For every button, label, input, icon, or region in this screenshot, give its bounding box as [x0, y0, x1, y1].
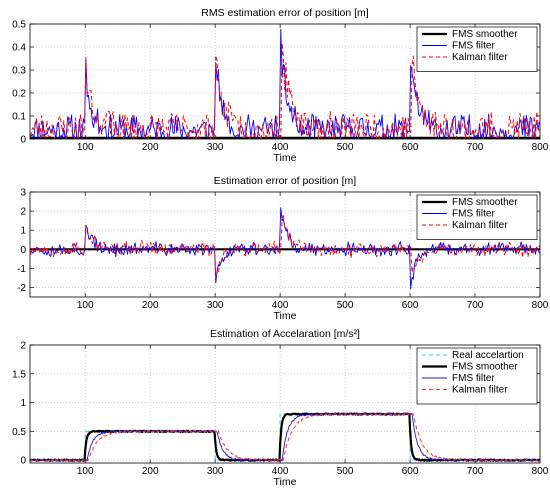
- y-tick-label: 0.1: [12, 112, 26, 123]
- x-tick-label: 200: [142, 142, 159, 153]
- plot-frame: [29, 344, 541, 464]
- y-tick-label: 2: [20, 207, 26, 218]
- chart-1: 100 200 300 400 500 600 700 800 0 0.1 0.2 0.3 0.4 0.5…: [12, 7, 549, 164]
- y-tick-label: 0: [20, 245, 26, 256]
- legend-label: Kalman filter: [452, 385, 508, 396]
- x-tick-label: 700: [467, 142, 484, 153]
- x-tick-label: 800: [532, 142, 549, 153]
- y-tick-label: 1: [20, 398, 26, 409]
- x-tick-label: 400: [272, 300, 289, 311]
- y-tick-label: 1: [20, 226, 26, 237]
- x-axis-label: Time: [274, 152, 297, 164]
- x-tick-label: 300: [207, 300, 224, 311]
- legend-label: FMS smoother: [452, 197, 518, 208]
- x-tick-label: 100: [77, 142, 94, 153]
- y-tick-label: -1: [17, 264, 26, 275]
- x-tick-label: 700: [467, 300, 484, 311]
- x-tick-label: 800: [532, 466, 549, 477]
- chart-3: 100 200 300 400 500 600 700 800 0 0.5 1 1.5 2 Estimat…: [12, 328, 549, 488]
- legend-label: FMS filter: [452, 41, 495, 52]
- series-line-kalman-filter: [30, 42, 540, 139]
- y-tick-label: 1.5: [12, 369, 26, 380]
- series-line-fms-filter: [30, 28, 540, 139]
- x-tick-label: 600: [402, 142, 419, 153]
- y-tick-label: 0.4: [12, 43, 26, 54]
- legend-label: FMS smoother: [452, 362, 518, 373]
- chart-title: RMS estimation error of position [m]: [201, 7, 369, 19]
- x-tick-label: 500: [337, 466, 354, 477]
- x-tick-label: 600: [402, 466, 419, 477]
- legend-label: Real accelartion: [452, 350, 524, 361]
- x-tick-label: 100: [77, 300, 94, 311]
- x-tick-label: 200: [142, 466, 159, 477]
- x-axis-label: Time: [274, 310, 297, 322]
- y-tick-label: 0.2: [12, 89, 26, 100]
- y-tick-label: 0.5: [12, 427, 26, 438]
- legend-label: FMS smoother: [452, 29, 518, 40]
- legend-label: Kalman filter: [452, 52, 508, 63]
- x-axis-label: Time: [274, 476, 297, 488]
- x-tick-label: 300: [207, 466, 224, 477]
- x-tick-label: 200: [142, 300, 159, 311]
- plot-frame: [29, 23, 541, 140]
- y-tick-label: 0.5: [12, 20, 26, 31]
- x-tick-label: 600: [402, 300, 419, 311]
- chart-title: Estimation error of position [m]: [214, 175, 356, 187]
- y-tick-label: 2: [20, 341, 26, 352]
- x-tick-label: 100: [77, 466, 94, 477]
- y-tick-label: 0: [20, 135, 26, 146]
- series-group: [30, 412, 540, 462]
- x-tick-label: 500: [337, 142, 354, 153]
- chart-title: Estimation of Accelaration [m/s²]: [210, 328, 360, 340]
- plot-frame: [29, 191, 541, 298]
- legend-label: FMS filter: [452, 209, 495, 220]
- series-group: [30, 28, 540, 139]
- x-tick-label: 700: [467, 466, 484, 477]
- x-tick-label: 500: [337, 300, 354, 311]
- y-tick-label: 3: [20, 188, 26, 199]
- legend-label: FMS filter: [452, 373, 495, 384]
- series-line-kalman-filter: [30, 412, 540, 462]
- y-tick-label: 0: [20, 456, 26, 467]
- series-group: [30, 207, 540, 290]
- x-tick-label: 400: [272, 466, 289, 477]
- chart-2: 100 200 300 400 500 600 700 800 -2 -1 0 1 2 3 Estimati…: [17, 175, 549, 322]
- x-tick-label: 800: [532, 300, 549, 311]
- x-tick-label: 300: [207, 142, 224, 153]
- legend-box: [416, 347, 538, 405]
- y-tick-label: -2: [17, 283, 26, 294]
- series-line-fms-filter: [30, 412, 540, 462]
- y-tick-label: 0.3: [12, 66, 26, 77]
- x-tick-label: 400: [272, 142, 289, 153]
- legend-label: Kalman filter: [452, 220, 508, 231]
